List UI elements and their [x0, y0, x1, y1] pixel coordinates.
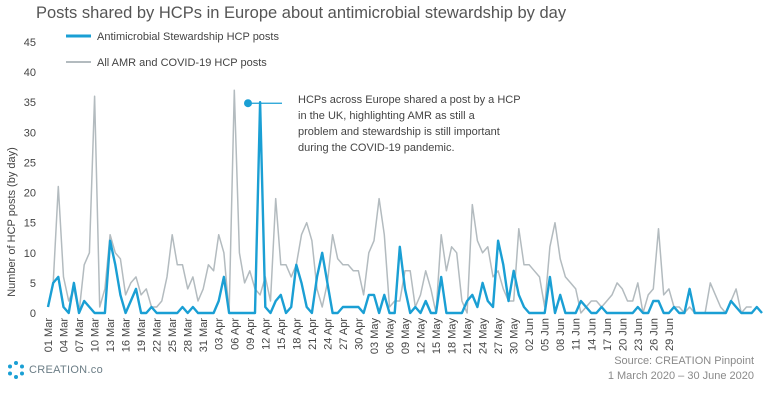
x-tick-label: 05 Jun [540, 318, 552, 351]
x-axis-ticks: 01 Mar 04 Mar 07 Mar 10 Mar 13 Mar 16 Mar 19 M… [43, 318, 676, 355]
logo-text: CREATION.co [29, 364, 103, 376]
y-tick-label: 45 [24, 37, 36, 49]
x-tick-label: 02 Jun [524, 318, 536, 351]
x-tick-label: 06 May [384, 318, 396, 355]
x-tick-label: 07 Mar [74, 318, 86, 353]
x-tick-label: 14 Jun [586, 318, 598, 351]
y-tick-label: 15 [24, 218, 36, 230]
legend: Antimicrobial Stewardship HCP posts All … [66, 31, 279, 69]
x-tick-label: 13 Mar [105, 318, 117, 353]
y-axis-label: Number of HCP posts (by day) [6, 147, 18, 297]
x-tick-label: 03 Apr [214, 318, 226, 350]
x-tick-label: 03 May [369, 318, 381, 355]
x-tick-label: 22 Mar [152, 318, 164, 353]
x-tick-label: 31 Mar [198, 318, 210, 353]
x-tick-label: 27 Apr [338, 318, 350, 350]
x-tick-label: 19 Mar [136, 318, 148, 353]
y-axis-ticks: 0 5 10 15 20 25 30 35 40 45 [24, 37, 36, 320]
chart-title: Posts shared by HCPs in Europe about ant… [36, 4, 567, 22]
x-tick-label: 23 Jun [633, 318, 645, 351]
x-tick-label: 29 Jun [664, 318, 676, 351]
x-tick-label: 16 Mar [121, 318, 133, 353]
x-tick-label: 30 Apr [353, 318, 365, 350]
x-tick-label: 30 May [509, 318, 521, 355]
x-tick-label: 24 Apr [322, 318, 334, 350]
annotation: HCPs across Europe shared a post by a HC… [244, 94, 521, 154]
x-tick-label: 18 May [447, 318, 459, 355]
y-tick-label: 0 [30, 308, 36, 320]
y-tick-label: 10 [24, 248, 36, 260]
x-tick-label: 24 May [478, 318, 490, 355]
annotation-text-line: during the COVID-19 pandemic. [298, 142, 455, 154]
y-tick-label: 25 [24, 157, 36, 169]
annotation-marker [244, 99, 252, 108]
x-tick-label: 25 Mar [167, 318, 179, 353]
annotation-text-line: in the UK, highlighting AMR as still a [298, 110, 476, 122]
x-tick-label: 18 Apr [291, 318, 303, 350]
y-tick-label: 35 [24, 97, 36, 109]
x-tick-label: 28 Mar [183, 318, 195, 353]
x-tick-label: 09 May [400, 318, 412, 355]
date-range: 1 March 2020 – 30 June 2020 [607, 370, 754, 382]
x-tick-label: 10 Mar [90, 318, 102, 353]
y-tick-label: 40 [24, 67, 36, 79]
x-tick-label: 04 Mar [59, 318, 71, 353]
series-lines [46, 89, 763, 315]
y-tick-label: 30 [24, 127, 36, 139]
x-tick-label: 12 Apr [260, 318, 272, 350]
x-tick-label: 08 Jun [555, 318, 567, 351]
annotation-text-line: HCPs across Europe shared a post by a HC… [298, 94, 521, 106]
annotation-text-line: problem and stewardship is still importa… [298, 126, 500, 138]
source-note: Source: CREATION Pinpoint 1 March 2020 –… [608, 354, 754, 384]
series-line-all [47, 89, 752, 314]
x-tick-label: 20 Jun [617, 318, 629, 351]
logo-mark-icon [8, 361, 24, 379]
series-line-stewardship [46, 100, 763, 315]
x-tick-label: 21 May [462, 318, 474, 355]
x-tick-label: 26 Jun [648, 318, 660, 351]
legend-label-all: All AMR and COVID-19 HCP posts [97, 57, 267, 69]
legend-label-stewardship: Antimicrobial Stewardship HCP posts [97, 31, 279, 43]
x-tick-label: 12 May [416, 318, 428, 355]
y-tick-label: 5 [30, 278, 36, 290]
x-tick-label: 01 Mar [43, 318, 55, 353]
x-tick-label: 21 Apr [307, 318, 319, 350]
y-tick-label: 20 [24, 188, 36, 200]
x-tick-label: 09 Apr [245, 318, 257, 350]
creation-logo: CREATION.co [6, 360, 103, 380]
x-tick-label: 15 Apr [276, 318, 288, 350]
x-tick-label: 17 Jun [602, 318, 614, 351]
x-tick-label: 15 May [431, 318, 443, 355]
x-tick-label: 27 May [493, 318, 505, 355]
source-line: Source: CREATION Pinpoint [614, 355, 754, 367]
x-tick-label: 11 Jun [571, 318, 583, 350]
x-tick-label: 06 Apr [229, 318, 241, 350]
